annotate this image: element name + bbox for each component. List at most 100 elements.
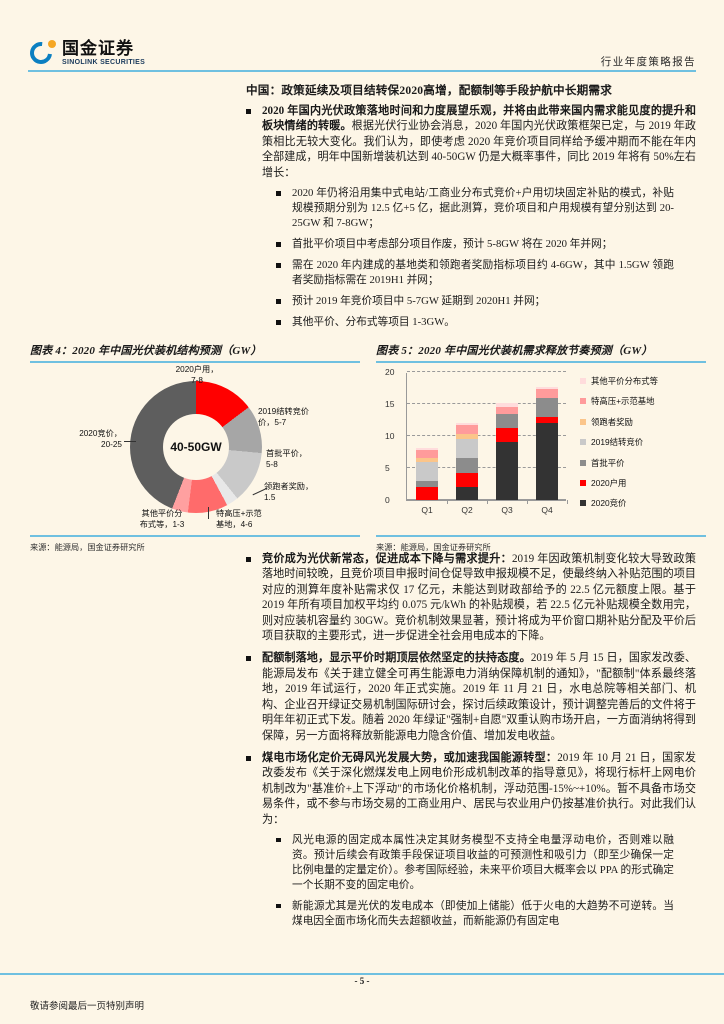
sub-item-text: 新能源尤其是光伏的发电成本（即使加上储能）低于火电的大趋势不可逆转。当煤电因全面… (292, 899, 674, 927)
sub-item-text: 首批平价项目中考虑部分项目作废，预计 5-8GW 将在 2020 年并网； (292, 238, 613, 251)
donut-label-1: 2019结转竞价 价，5-7 (258, 407, 309, 427)
y-axis-tick-label: 20 (385, 367, 395, 378)
square-bullet-icon (246, 656, 251, 662)
bar-segment-2020户用 (416, 487, 438, 501)
bar-segment-首批平价 (496, 413, 518, 428)
report-type-label: 行业年度策略报告 (600, 57, 696, 68)
paragraph-lead: 2020 年国内光伏政策落地时间和力度展望乐观，并将由此带来国内需求能见度的提升… (262, 105, 696, 133)
bar-segment-2019结转竞价 (416, 461, 438, 481)
chart-legend: 其他平价分布式等 特高压+示范基地 领跑者奖励 2019结转竞价 首批平价 2020户用 2… (580, 375, 708, 518)
sub-item-text: 预计 2019 年竞价项目中 5-7GW 延期到 2020H1 并网； (292, 295, 546, 308)
gridline (407, 499, 566, 501)
list-item: 风光电源的固定成本属性决定其财务模型不支持全电量浮动电价，否则难以融资。预计后续… (262, 833, 674, 893)
bar-segment-2020竞价 (496, 441, 518, 501)
y-axis-tick-label: 15 (385, 399, 395, 410)
square-bullet-icon (276, 263, 281, 268)
y-axis-tick-label: 5 (385, 463, 390, 474)
list-item: 煤电市场化定价无碍风光发展大势，或加速我国能源转型：2019 年 10 月 21… (246, 751, 696, 929)
bar-segment-其他平价分布式等 (416, 447, 438, 451)
legend-label: 特高压+示范基地 (591, 396, 655, 407)
exhibit-4-title-divider (30, 361, 360, 364)
header-divider (28, 70, 696, 72)
exhibit-5: 图表 5：2020 年中国光伏装机需求释放节奏预测（GW） 0 5 10 15 20 Q1… (376, 342, 706, 553)
bar-segment-领跑者奖励 (456, 434, 478, 439)
square-bullet-icon (276, 837, 281, 843)
bar-segment-特高压+示范基地 (416, 450, 438, 459)
exhibit-4-footer-divider (30, 535, 360, 537)
exhibit-5-title-divider (376, 361, 706, 364)
x-axis-tick (527, 500, 528, 505)
bar-segment-首批平价 (416, 480, 438, 488)
bar-segment-特高压+示范基地 (536, 389, 558, 398)
list-item: 需在 2020 年内建成的基地类和领跑者奖励指标项目约 4-6GW，其中 1.5… (262, 258, 674, 288)
bar-segment-首批平价 (456, 458, 478, 473)
bar-segment-其他平价分布式等 (496, 403, 518, 407)
square-bullet-icon (246, 557, 251, 563)
bar-segment-首批平价 (536, 397, 558, 418)
legend-label: 2020户用 (591, 477, 627, 488)
gridline (407, 435, 566, 437)
logo-text-en: SINOLINK SECURITIES (62, 59, 146, 66)
gridline (407, 371, 566, 373)
exhibit-4-source: 来源：能源局，国金证券研究所 (30, 542, 145, 552)
x-axis-tick-label: Q2 (461, 505, 473, 516)
square-bullet-icon (276, 191, 281, 196)
bar-segment-特高压+示范基地 (496, 406, 518, 414)
sinolink-ring-logo-icon (25, 37, 57, 69)
bar-segment-2020户用 (536, 417, 558, 423)
x-axis-tick-label: Q1 (421, 505, 433, 516)
company-logo: 国金证券 SINOLINK SECURITIES (25, 37, 146, 69)
legend-label: 首批平价 (591, 457, 625, 468)
bullet-list-level1: 2020 年国内光伏政策落地时间和力度展望乐观，并将由此带来国内需求能见度的提升… (0, 104, 724, 330)
paragraph-rest: 2019 年因政策机制变化较大导致政策落地时间较晚，且竞价项目申报时间仓促导致申… (262, 553, 696, 643)
sub-item-text: 2020 年仍将沿用集中式电站/工商业分布式竞价+户用切块固定补贴的模式，补贴规… (292, 187, 674, 230)
exhibit-5-title: 图表 5：2020 年中国光伏装机需求释放节奏预测（GW） (376, 345, 653, 358)
bar-segment-特高压+示范基地 (456, 425, 478, 435)
square-bullet-icon (246, 755, 251, 761)
bar-Q2 (456, 422, 478, 501)
sub-item-text: 其他平价、分布式等项目 1-3GW。 (292, 316, 455, 329)
bar-Q3 (496, 403, 518, 501)
logo-text-cn: 国金证券 (62, 39, 134, 58)
exhibit-5-footer-divider (376, 535, 706, 537)
exhibit-4-title: 图表 4：2020 年中国光伏装机结构预测（GW） (30, 345, 262, 358)
paragraph-lead: 煤电市场化定价无碍风光发展大势，或加速我国能源转型： (262, 751, 558, 764)
bullet-list-level2-b: 风光电源的固定成本属性决定其财务模型不支持全电量浮动电价，否则难以融资。预计后续… (262, 833, 696, 929)
legend-item-首批平价: 首批平价 (580, 457, 708, 469)
donut-label-5: 其他平价分 布式等，1-3 (139, 509, 185, 529)
square-bullet-icon (276, 242, 281, 247)
list-item: 配额制落地，显示平价时期顶层依然坚定的扶持态度。2019 年 5 月 15 日，… (246, 651, 696, 743)
square-bullet-icon (276, 299, 281, 304)
square-bullet-icon (276, 320, 281, 325)
exhibit-5-source: 来源：能源局，国金证券研究所 (376, 542, 491, 552)
exhibit-4: 图表 4：2020 年中国光伏装机结构预测（GW） 40-50GW 2020户用… (30, 342, 360, 553)
donut-label-2: 首批平价， 5-8 (266, 449, 307, 469)
gridline (407, 467, 566, 469)
exhibit-5-plot-area: 0 5 10 15 20 Q1 Q2 Q3 Q4 其他平价分布式等 特高压+示范基地 领跑者奖励 20… (376, 363, 706, 535)
footer-divider (0, 973, 724, 975)
legend-label: 领跑者奖励 (591, 416, 633, 427)
legend-label: 2019结转竞价 (591, 437, 644, 448)
paragraph-lead: 配额制落地，显示平价时期顶层依然坚定的扶持态度。 (262, 652, 531, 665)
legend-label: 2020竞价 (591, 498, 627, 509)
y-axis-tick-label: 0 (385, 495, 390, 506)
list-item: 首批平价项目中考虑部分项目作废，预计 5-8GW 将在 2020 年并网； (262, 237, 674, 252)
sub-item-text: 风光电源的固定成本属性决定其财务模型不支持全电量浮动电价，否则难以融资。预计后续… (292, 833, 674, 891)
paragraph-rest: 2019 年 10 月 21 日，国家发改委发布《关于深化燃煤发电上网电价形成机… (262, 751, 696, 826)
list-item: 2020 年仍将沿用集中式电站/工商业分布式竞价+户用切块固定补贴的模式，补贴规… (262, 186, 674, 231)
list-item: 新能源尤其是光伏的发电成本（即使加上储能）低于火电的大趋势不可逆转。当煤电因全面… (262, 899, 674, 929)
donut-label-0: 2020户用， 7-8 (175, 365, 219, 385)
y-axis-tick-label: 10 (385, 431, 395, 442)
donut-label-4: 特高压+示范 基地，4-6 (216, 509, 262, 529)
bar-segment-2020竞价 (456, 487, 478, 501)
x-axis-tick (487, 500, 488, 505)
exhibit-row: 图表 4：2020 年中国光伏装机结构预测（GW） 40-50GW 2020户用… (0, 342, 724, 552)
x-axis-tick-label: Q3 (501, 505, 513, 516)
bar-segment-2020户用 (456, 472, 478, 488)
donut-center-label: 40-50GW (163, 414, 229, 481)
legend-item-2019结转竞价: 2019结转竞价 (580, 436, 708, 448)
bar-segment-其他平价分布式等 (456, 422, 478, 426)
x-axis-tick (567, 500, 568, 505)
page-content: 中国：政策延续及项目结转保2020高增，配额制等手段护航中长期需求 2020 年… (0, 74, 724, 936)
legend-swatch-icon (580, 479, 586, 486)
